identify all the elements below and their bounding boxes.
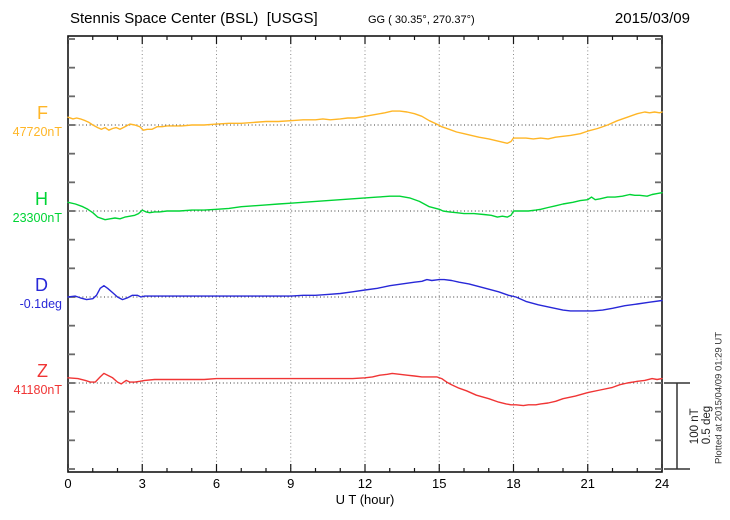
channel-letter-D: D (35, 275, 48, 295)
geographic-coordinates: GG ( 30.35°, 270.37°) (368, 14, 475, 26)
x-tick-label-6: 6 (212, 476, 221, 491)
curve-Z (67, 372, 663, 407)
x-tick-label-9: 9 (287, 476, 295, 491)
channel-letter-Z: Z (37, 361, 48, 381)
x-tick-label-15: 15 (432, 476, 447, 491)
channel-baseline-D: -0.1deg (19, 297, 62, 311)
x-tick-label-0: 0 (64, 476, 72, 491)
station-title: Stennis Space Center (BSL) [USGS] (70, 10, 318, 27)
x-tick-label-3: 3 (138, 476, 146, 491)
curve-F (67, 110, 663, 145)
x-tick-label-18: 18 (506, 476, 521, 491)
channel-baseline-Z: 41180nT (13, 383, 62, 397)
x-tick-label-21: 21 (580, 476, 595, 491)
x-tick-label-12: 12 (357, 476, 373, 491)
channel-letter-F: F (37, 103, 48, 123)
plot-date: 2015/03/09 (614, 10, 690, 27)
curve-D (67, 278, 663, 312)
channel-baseline-F: 47720nT (12, 125, 62, 139)
scale-bar-nt-label: 100 nT (689, 408, 701, 445)
scale-bar-deg-label: 0.5 deg (701, 405, 713, 445)
x-axis-title: U T (hour) (335, 492, 395, 507)
x-tick-label-24: 24 (654, 476, 670, 491)
curve-H (67, 191, 663, 221)
channel-baseline-H: 23300nT (12, 211, 62, 225)
channel-letter-H: H (35, 189, 48, 209)
